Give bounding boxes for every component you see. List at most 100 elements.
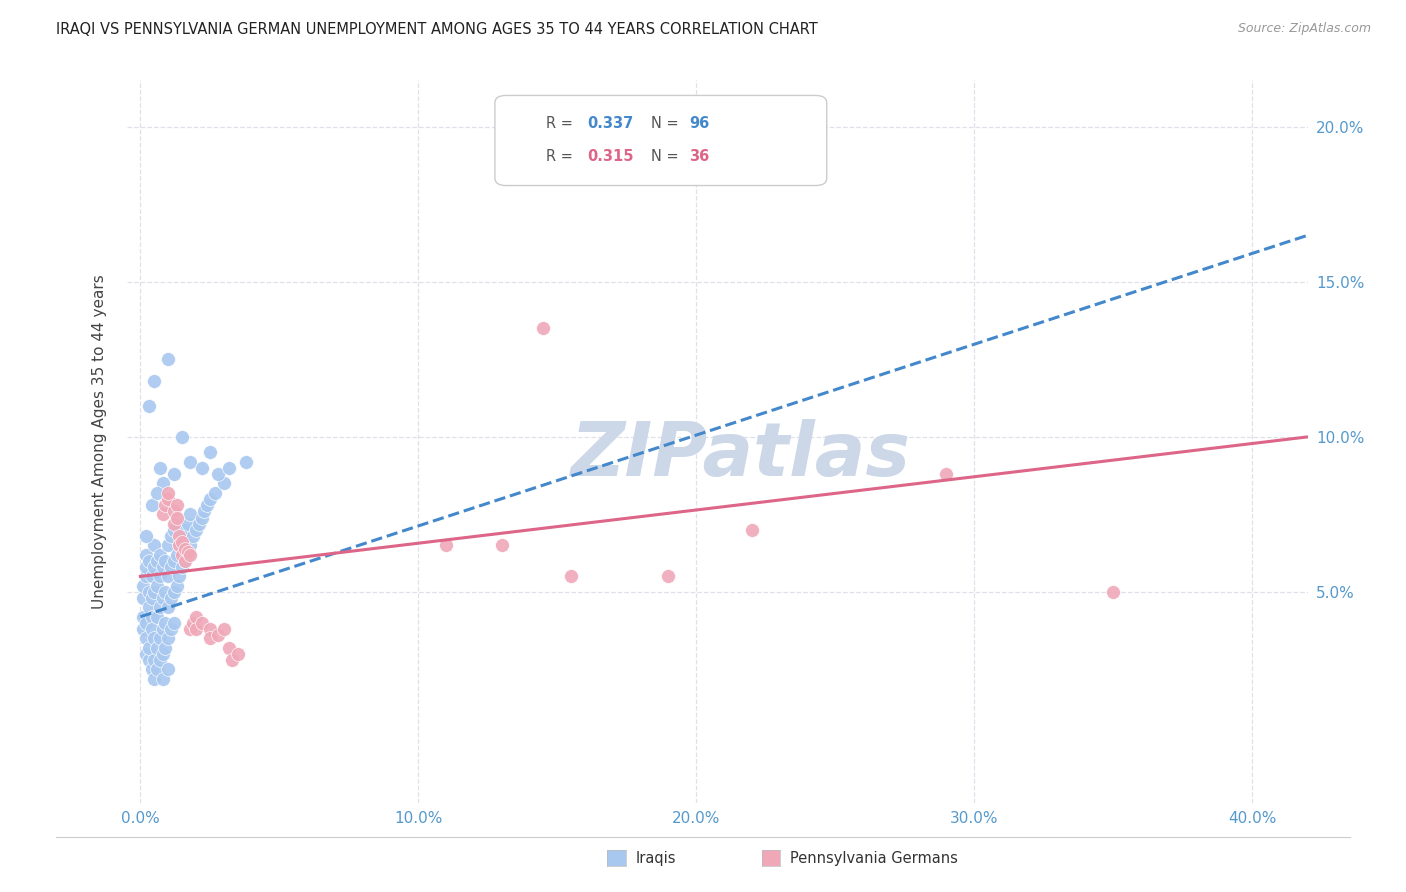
Point <box>166 579 188 593</box>
Point <box>143 374 166 388</box>
Point <box>138 640 160 655</box>
Point <box>157 632 180 646</box>
Point <box>152 508 174 522</box>
Text: Source: ZipAtlas.com: Source: ZipAtlas.com <box>1237 22 1371 36</box>
Point <box>169 538 191 552</box>
Point <box>163 516 186 531</box>
Point <box>132 579 155 593</box>
Text: Iraqis: Iraqis <box>636 851 676 865</box>
Point <box>135 548 157 562</box>
Point <box>135 647 157 661</box>
Point <box>135 560 157 574</box>
Point <box>135 615 157 630</box>
Point <box>179 548 201 562</box>
Point <box>169 569 191 583</box>
Point <box>179 538 201 552</box>
Point <box>146 554 169 568</box>
Point <box>152 560 174 574</box>
Point <box>190 510 212 524</box>
Point <box>143 538 166 552</box>
Point <box>166 516 188 531</box>
Point <box>176 544 198 558</box>
Point <box>149 653 172 667</box>
Text: IRAQI VS PENNSYLVANIA GERMAN UNEMPLOYMENT AMONG AGES 35 TO 44 YEARS CORRELATION : IRAQI VS PENNSYLVANIA GERMAN UNEMPLOYMEN… <box>56 22 818 37</box>
Point <box>152 622 174 636</box>
Point <box>218 640 240 655</box>
Point <box>207 628 229 642</box>
Point <box>132 609 155 624</box>
Point <box>135 569 157 583</box>
Point <box>198 632 221 646</box>
Point <box>1102 585 1125 599</box>
Point <box>132 622 155 636</box>
Point <box>146 609 169 624</box>
Point <box>181 615 204 630</box>
Point <box>434 538 457 552</box>
Point <box>218 461 240 475</box>
Point <box>141 663 163 677</box>
Point <box>141 622 163 636</box>
Point <box>146 579 169 593</box>
Point <box>741 523 763 537</box>
Point <box>155 554 177 568</box>
Point <box>235 455 257 469</box>
Point <box>221 653 243 667</box>
Point <box>160 622 183 636</box>
Point <box>135 529 157 543</box>
Point <box>143 653 166 667</box>
Text: N =: N = <box>651 149 683 163</box>
Point <box>163 615 186 630</box>
Point <box>657 569 679 583</box>
Point <box>138 399 160 413</box>
Point <box>172 535 194 549</box>
Text: R =: R = <box>546 117 576 131</box>
Point <box>163 467 186 482</box>
Point <box>149 600 172 615</box>
Point <box>149 632 172 646</box>
Point <box>132 591 155 606</box>
Point <box>143 560 166 574</box>
Point <box>163 504 186 518</box>
Point <box>226 647 249 661</box>
Point <box>212 622 235 636</box>
Point <box>157 663 180 677</box>
Point <box>141 569 163 583</box>
Point <box>184 622 207 636</box>
Point <box>935 467 957 482</box>
Point <box>143 672 166 686</box>
Point <box>207 467 229 482</box>
Point <box>179 508 201 522</box>
Point <box>157 600 180 615</box>
Point <box>152 647 174 661</box>
Point <box>187 516 209 531</box>
Point <box>169 529 191 543</box>
Point <box>176 548 198 562</box>
Point <box>166 510 188 524</box>
Point <box>152 591 174 606</box>
Point <box>138 585 160 599</box>
Point <box>155 498 177 512</box>
Text: 36: 36 <box>689 149 709 163</box>
Point <box>143 585 166 599</box>
Point <box>163 523 186 537</box>
Point <box>163 554 186 568</box>
Point <box>172 548 194 562</box>
Point <box>198 622 221 636</box>
Y-axis label: Unemployment Among Ages 35 to 44 years: Unemployment Among Ages 35 to 44 years <box>93 274 107 609</box>
Text: R =: R = <box>546 149 576 163</box>
Point <box>160 529 183 543</box>
Point <box>531 321 554 335</box>
Point <box>491 538 513 552</box>
Point <box>143 632 166 646</box>
Text: ZIPatlas: ZIPatlas <box>571 419 911 492</box>
Point <box>193 504 215 518</box>
Point <box>172 560 194 574</box>
Point <box>174 523 197 537</box>
Point <box>198 445 221 459</box>
Point <box>141 498 163 512</box>
Point <box>174 554 197 568</box>
Text: N =: N = <box>651 117 683 131</box>
Point <box>166 498 188 512</box>
Point <box>184 523 207 537</box>
Point <box>190 461 212 475</box>
